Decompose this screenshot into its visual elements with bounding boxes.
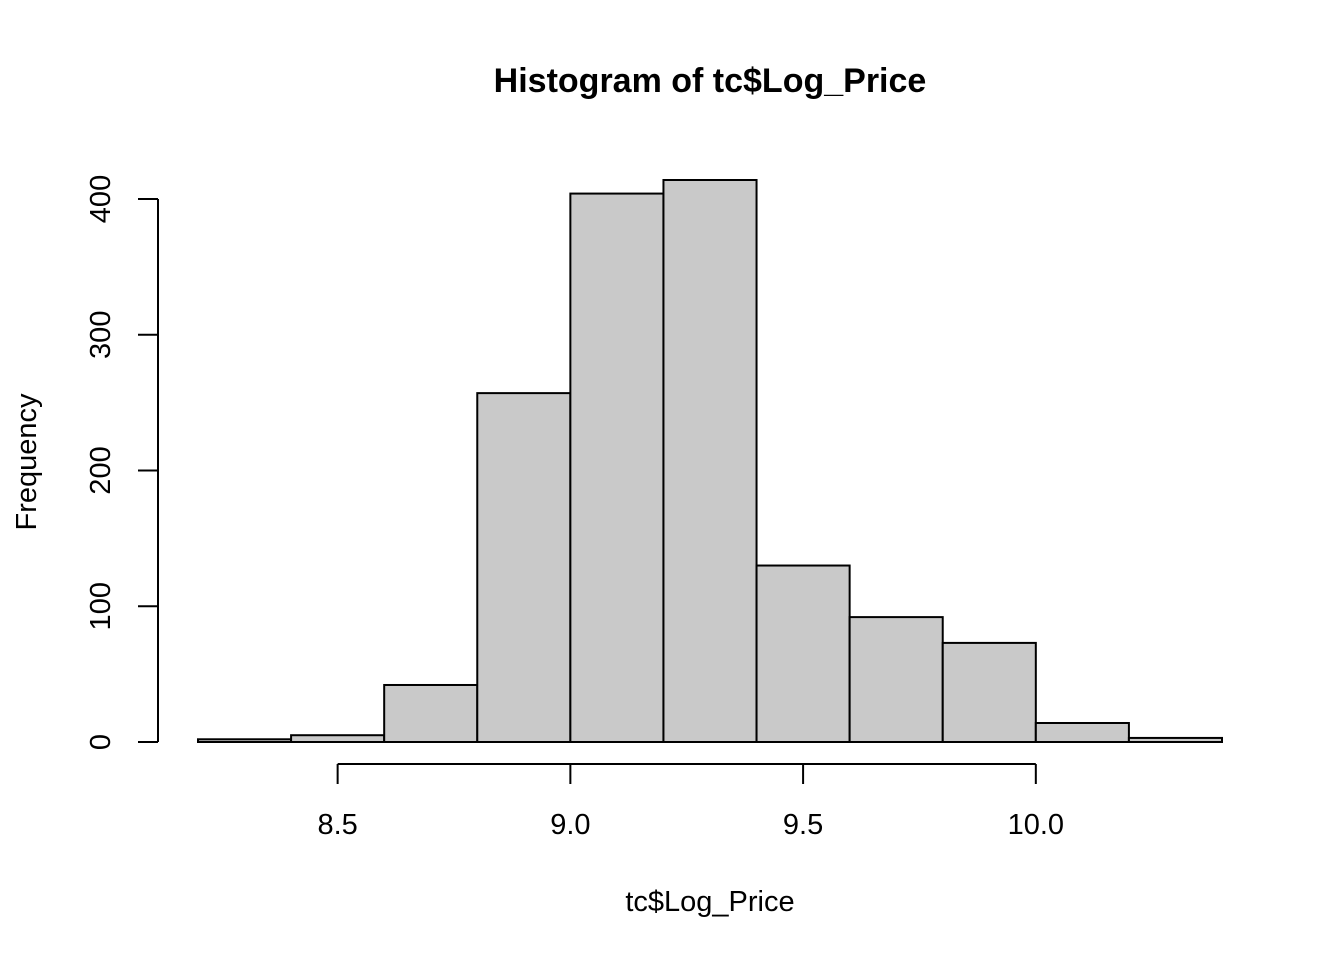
histogram-bar [1034,721,1130,744]
y-tick-label: 100 [85,582,117,630]
histogram-bar [383,683,479,744]
histogram-bar [197,738,293,744]
x-tick-label: 9.0 [550,809,590,841]
histogram-bar [1127,736,1223,744]
histogram-bar [848,616,944,743]
y-tick-label: 200 [85,446,117,494]
y-tick-label: 400 [85,175,117,223]
x-tick-label: 10.0 [1008,809,1064,841]
bars-group [197,179,1223,744]
histogram-bar [662,179,758,743]
y-tick-label: 0 [85,734,117,750]
chart-title: Histogram of tc$Log_Price [494,62,927,100]
histogram-bar [755,564,851,743]
y-axis-label: Frequency [11,393,43,531]
histogram-bar [290,734,386,744]
histogram-bar [941,641,1037,743]
y-tick-label: 300 [85,311,117,359]
histogram-bar [476,392,572,743]
x-axis-label: tc$Log_Price [625,886,794,918]
y-axis: 0 100 200 300 400 [85,175,159,750]
x-tick-label: 8.5 [317,809,357,841]
histogram-bar [569,192,665,743]
x-axis: 8.5 9.0 9.5 10.0 [317,763,1064,841]
x-tick-label: 9.5 [783,809,823,841]
